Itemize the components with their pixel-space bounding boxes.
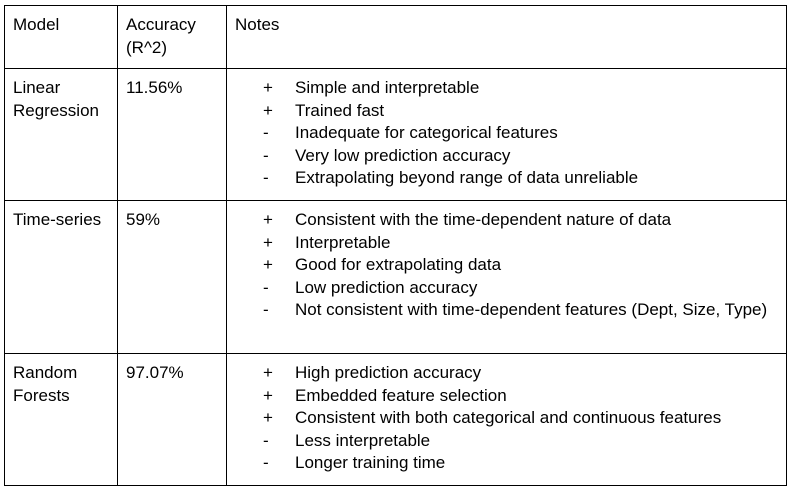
note-sign: +: [263, 363, 273, 382]
note-sign: -: [263, 145, 269, 165]
note-item: + Simple and interpretable: [235, 77, 779, 100]
note-text: Not consistent with time-dependent featu…: [295, 300, 768, 319]
note-text: High prediction accuracy: [295, 363, 482, 382]
note-text: Good for extrapolating data: [295, 255, 502, 274]
note-text: Consistent with the time-dependent natur…: [295, 210, 672, 229]
model-name: Linear Regression: [4, 68, 118, 201]
notes-cell: + High prediction accuracy + Embedded feat…: [226, 353, 787, 486]
note-item: + Trained fast: [235, 100, 779, 123]
table-row: Time-series 59% + Consistent with the tim…: [4, 200, 787, 354]
note-sign: -: [263, 277, 269, 297]
note-text: Low prediction accuracy: [295, 277, 478, 297]
note-sign: +: [263, 100, 273, 120]
note-item: + High prediction accuracy: [235, 362, 779, 385]
note-sign: -: [263, 168, 269, 187]
note-text: Simple and interpretable: [295, 78, 480, 97]
note-sign: +: [263, 385, 273, 405]
model-name: Random Forests: [4, 353, 118, 486]
notes-cell: + Simple and interpretable + Trained fast …: [226, 68, 787, 201]
note-text: Embedded feature selection: [295, 385, 507, 405]
model-name: Time-series: [4, 200, 118, 354]
note-text: Extrapolating beyond range of data unrel…: [295, 168, 639, 187]
header-accuracy: Accuracy (R^2): [117, 5, 227, 69]
header-notes: Notes: [226, 5, 787, 69]
note-sign: -: [263, 123, 269, 142]
notes-list: + Consistent with the time-dependent natu…: [235, 209, 779, 322]
note-sign: -: [263, 453, 269, 472]
table-row: Linear Regression 11.56% + Simple and int…: [4, 68, 787, 201]
note-item: - Extrapolating beyond range of data unre…: [235, 167, 779, 190]
header-model: Model: [4, 5, 118, 69]
table-row: Random Forests 97.07% + High prediction a…: [4, 353, 787, 486]
note-item: - Low prediction accuracy: [235, 277, 779, 300]
note-text: Less interpretable: [295, 430, 431, 450]
note-text: Interpretable: [295, 232, 391, 252]
note-item: + Embedded feature selection: [235, 385, 779, 408]
note-item: - Inadequate for categorical features: [235, 122, 779, 145]
note-sign: +: [263, 255, 273, 274]
note-item: - Less interpretable: [235, 430, 779, 453]
note-item: + Consistent with both categorical and co…: [235, 407, 779, 430]
note-sign: +: [263, 78, 273, 97]
note-item: + Good for extrapolating data: [235, 254, 779, 277]
note-sign: -: [263, 300, 269, 319]
notes-list: + High prediction accuracy + Embedded feat…: [235, 362, 779, 475]
note-item: + Interpretable: [235, 232, 779, 255]
notes-cell: + Consistent with the time-dependent natu…: [226, 200, 787, 354]
note-item: - Not consistent with time-dependent feat…: [235, 299, 779, 322]
notes-list: + Simple and interpretable + Trained fast …: [235, 77, 779, 190]
model-comparison-table: Model Accuracy (R^2) Notes Linear Regres…: [4, 5, 787, 486]
accuracy-value: 11.56%: [117, 68, 227, 201]
note-item: - Very low prediction accuracy: [235, 145, 779, 168]
note-sign: +: [263, 408, 273, 427]
note-item: - Longer training time: [235, 452, 779, 475]
note-text: Very low prediction accuracy: [295, 145, 511, 165]
note-sign: +: [263, 232, 273, 252]
note-text: Inadequate for categorical features: [295, 123, 558, 142]
accuracy-value: 59%: [117, 200, 227, 354]
note-item: + Consistent with the time-dependent natu…: [235, 209, 779, 232]
note-text: Trained fast: [295, 100, 385, 120]
note-sign: +: [263, 210, 273, 229]
note-sign: -: [263, 430, 269, 450]
accuracy-value: 97.07%: [117, 353, 227, 486]
table-header-row: Model Accuracy (R^2) Notes: [4, 5, 787, 69]
note-text: Longer training time: [295, 453, 446, 472]
note-text: Consistent with both categorical and con…: [295, 408, 722, 427]
